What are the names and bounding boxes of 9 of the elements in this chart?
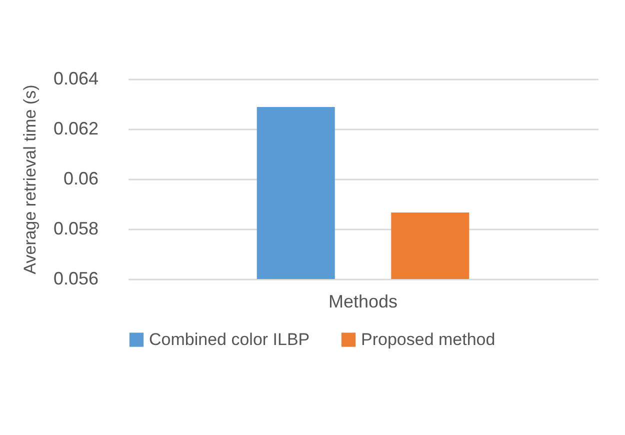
y-tick-label: 0.058 <box>53 218 98 238</box>
x-tick-label: Methods <box>328 292 398 312</box>
y-tick-label: 0.064 <box>53 68 98 88</box>
legend-label: Combined color ILBP <box>149 330 310 349</box>
y-tick-label: 0.056 <box>53 268 98 288</box>
y-axis-title: Average retrieval time (s) <box>20 84 40 274</box>
y-tick-label: 0.06 <box>63 168 98 188</box>
legend-label: Proposed method <box>361 330 496 349</box>
y-tick-label: 0.062 <box>53 118 98 138</box>
